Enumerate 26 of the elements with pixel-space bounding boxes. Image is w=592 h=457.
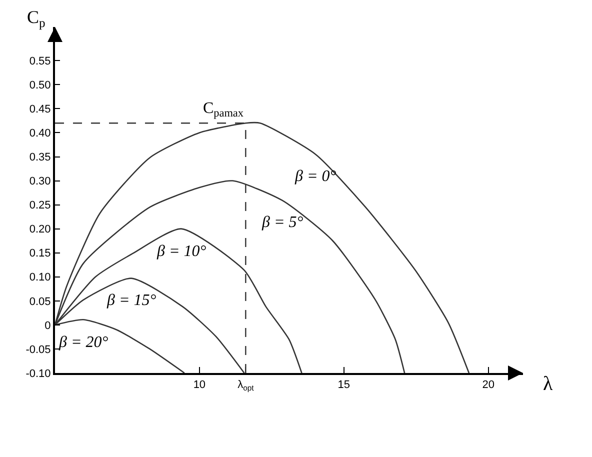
x-tick-label: 15 [338,379,350,392]
y-tick-label: 0.35 [29,152,51,164]
annotation: β = 5° [261,214,304,231]
y-tick-label: 0.45 [29,104,51,116]
y-tick-label: 0.40 [29,128,51,140]
annotation: β = 10° [156,243,207,260]
annotation: β = 0° [294,168,337,185]
y-tick-label: 0.10 [29,272,51,284]
y-tick-label: 0.15 [29,248,51,260]
y-tick-label: 0.25 [29,200,51,212]
x-tick-label: 10 [193,379,206,392]
x-axis-title: λ [543,373,553,395]
annotation: β = 15° [106,292,157,309]
x-tick-label: λ$_{opt}$ [238,379,255,393]
y-tick-label: 0.20 [29,224,51,236]
y-tick-label: 0.50 [29,80,51,92]
y-tick-label: 0.55 [29,55,51,68]
annotation: β = 20° [58,334,109,351]
y-tick-label: -0.05 [26,344,51,356]
y-tick-label: 0 [44,320,51,332]
ref-line-label: C$_{pamax}$ [203,100,244,120]
y-axis-title: C$_{p}$ [27,7,46,30]
y-tick-label: 0.05 [29,296,51,308]
x-tick-label: 20 [482,379,494,392]
y-tick-label: -0.10 [26,368,51,380]
y-tick-label: 0.30 [29,176,51,188]
